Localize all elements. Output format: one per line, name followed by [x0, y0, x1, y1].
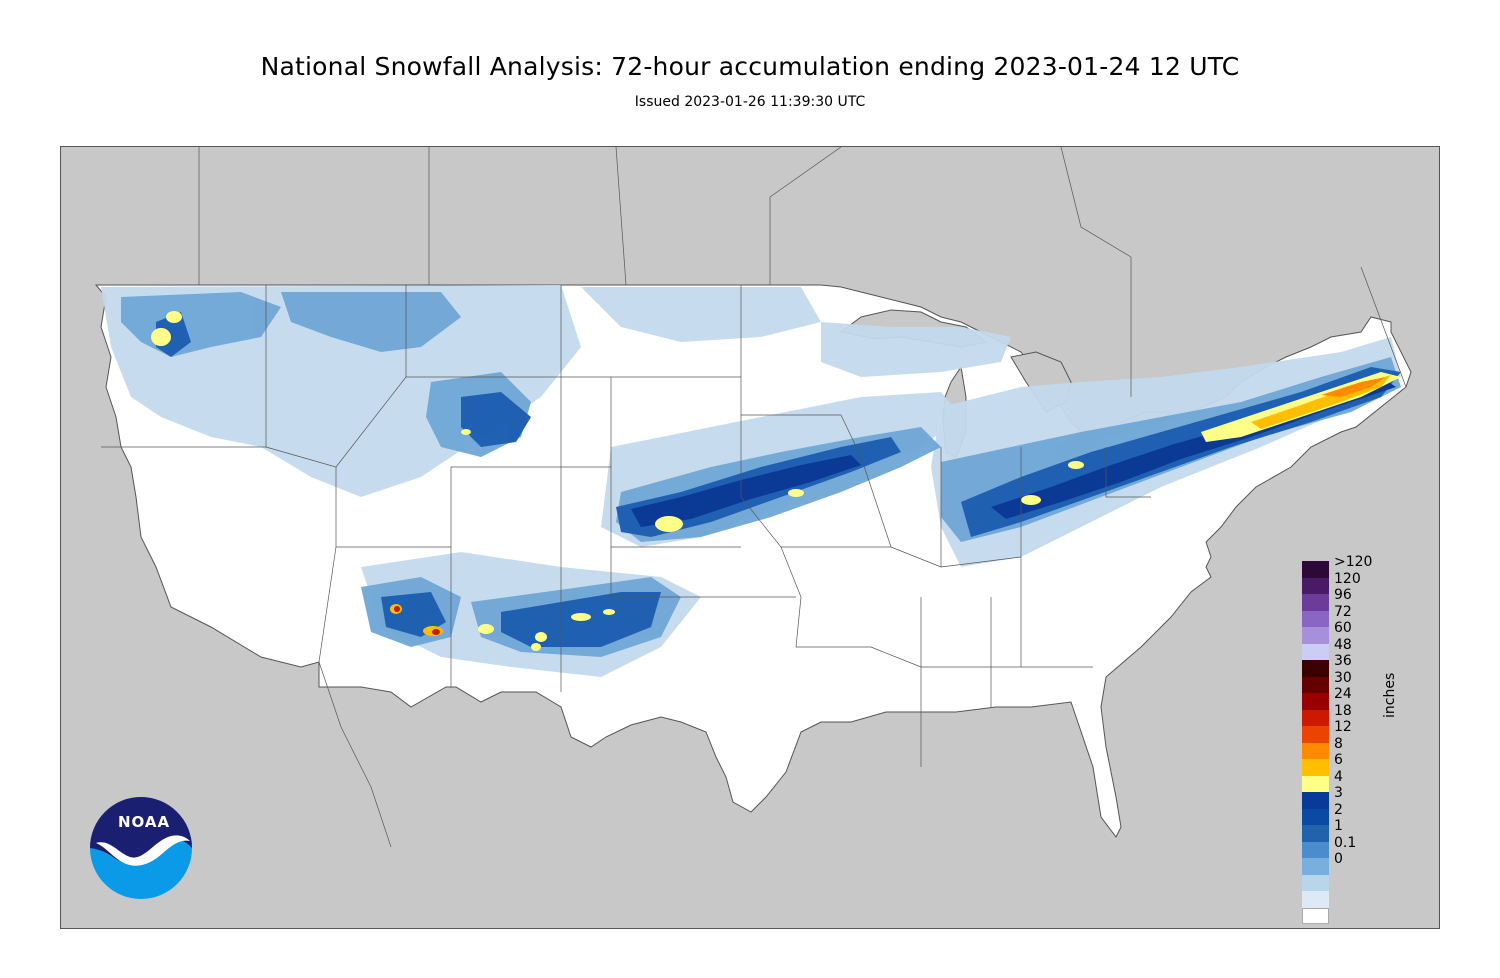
legend-units-label: inches	[1382, 672, 1398, 718]
legend-label: 8	[1334, 735, 1343, 752]
legend-swatch-zero	[1302, 907, 1329, 924]
legend-swatch	[1302, 709, 1329, 726]
legend-swatch	[1302, 594, 1329, 611]
legend-swatch	[1302, 660, 1329, 677]
legend-swatch	[1302, 627, 1329, 644]
legend-swatch	[1302, 858, 1329, 875]
legend-label: 36	[1334, 653, 1352, 669]
legend-label: 12	[1334, 719, 1352, 735]
state-boundaries	[101, 285, 1151, 767]
legend-label: 6	[1334, 752, 1343, 768]
legend-label: 2	[1334, 801, 1343, 818]
international-boundaries	[198, 147, 1407, 848]
legend-label: >120	[1334, 554, 1373, 570]
legend-label: 48	[1334, 636, 1352, 653]
legend-swatch	[1302, 891, 1329, 908]
snowfall-map	[60, 146, 1440, 929]
legend-swatch	[1302, 577, 1329, 594]
legend-label: 72	[1334, 603, 1352, 620]
extreme-snow-cores	[151, 311, 1401, 651]
noaa-logo-icon	[90, 797, 192, 899]
legend-swatch	[1302, 759, 1329, 776]
legend-label: 120	[1334, 570, 1361, 587]
legend-label: 0.1	[1334, 834, 1357, 851]
noaa-logo-text: NOAA	[118, 813, 171, 831]
snowfall-legend: >120 120 96 72 60 48 36 30 24 18 12 8 6 4 3 2 1 0.1 0	[1302, 555, 1382, 924]
legend-swatch	[1302, 726, 1329, 743]
legend-label: 30	[1334, 669, 1352, 686]
legend-label: 18	[1334, 702, 1352, 719]
legend-swatch	[1302, 874, 1329, 891]
legend-label: 60	[1334, 620, 1352, 636]
legend-label: 3	[1334, 785, 1343, 801]
legend-swatch	[1302, 561, 1329, 578]
legend-swatch	[1302, 808, 1329, 825]
legend-swatch	[1302, 775, 1329, 792]
legend-swatch	[1302, 643, 1329, 660]
legend-label: 0	[1334, 851, 1343, 867]
legend-swatch	[1302, 676, 1329, 693]
legend-swatch	[1302, 841, 1329, 858]
legend-swatch	[1302, 610, 1329, 627]
legend-swatch	[1302, 693, 1329, 710]
legend-label: 1	[1334, 818, 1343, 834]
legend-label: 4	[1334, 768, 1343, 785]
legend-swatch	[1302, 742, 1329, 759]
legend-swatch	[1302, 792, 1329, 809]
page-title: National Snowfall Analysis: 72-hour accu…	[260, 52, 1240, 81]
legend-swatch	[1302, 825, 1329, 842]
legend-label: 96	[1334, 587, 1352, 603]
issued-timestamp: Issued 2023-01-26 11:39:30 UTC	[634, 94, 866, 110]
legend-label: 24	[1334, 686, 1352, 702]
map-canvas	[94, 147, 1412, 848]
